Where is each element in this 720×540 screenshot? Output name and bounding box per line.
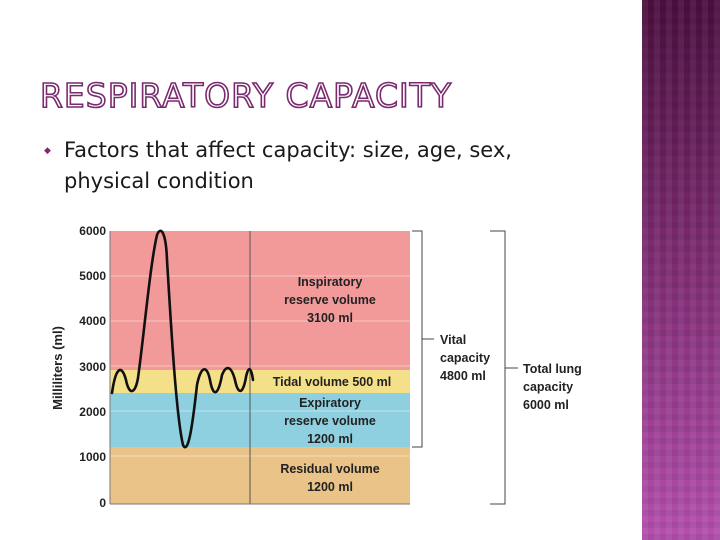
vital-capacity-bracket [412,230,423,448]
vital-capacity-label-1: Vital [440,333,466,347]
vital-capacity-label-2: capacity [440,351,490,365]
tick-1000: 1000 [79,450,106,464]
tick-0: 0 [99,496,106,510]
total-lung-capacity-bracket [490,230,506,505]
bullet-line-2: physical condition [64,169,254,193]
y-axis-label: Milliliters (ml) [50,326,65,410]
bullet-icon: ◆ [44,146,51,156]
slide-title: RESPIRATORY CAPACITY [40,75,452,115]
total-lung-capacity-label-1: Total lung [523,362,582,376]
residual-label-1: Residual volume [280,462,379,476]
gridlines [110,275,410,457]
expiratory-label-1: Expiratory [299,396,361,410]
tick-2000: 2000 [79,405,106,419]
decorative-side-band [642,0,720,540]
vital-capacity-label-3: 4800 ml [440,369,486,383]
inspiratory-label-3: 3100 ml [307,311,353,325]
tick-5000: 5000 [79,269,106,283]
breathing-trace [110,229,255,449]
residual-label-2: 1200 ml [307,480,353,494]
zone-expiratory [110,393,410,447]
bullet-text: Factors that affect capacity: size, age,… [64,135,624,197]
bullet-line-1: Factors that affect capacity: size, age,… [64,138,512,162]
inspiratory-label-2: reserve volume [284,293,376,307]
tick-4000: 4000 [79,314,106,328]
lung-volume-diagram: 6000 5000 4000 3000 2000 1000 0 Millilit… [50,224,582,510]
slide-title-text: RESPIRATORY CAPACITY [40,76,452,115]
zone-residual [110,447,410,504]
tick-3000: 3000 [79,360,106,374]
expiratory-label-2: reserve volume [284,414,376,428]
expiratory-label-3: 1200 ml [307,432,353,446]
tidal-label: Tidal volume 500 ml [273,375,392,389]
total-lung-capacity-label-2: capacity [523,380,573,394]
inspiratory-label-1: Inspiratory [298,275,363,289]
zone-inspiratory [110,231,410,370]
zone-tidal [110,370,410,393]
total-lung-capacity-label-3: 6000 ml [523,398,569,412]
tick-6000: 6000 [79,224,106,238]
